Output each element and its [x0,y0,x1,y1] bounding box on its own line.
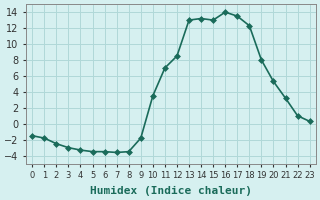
X-axis label: Humidex (Indice chaleur): Humidex (Indice chaleur) [90,186,252,196]
